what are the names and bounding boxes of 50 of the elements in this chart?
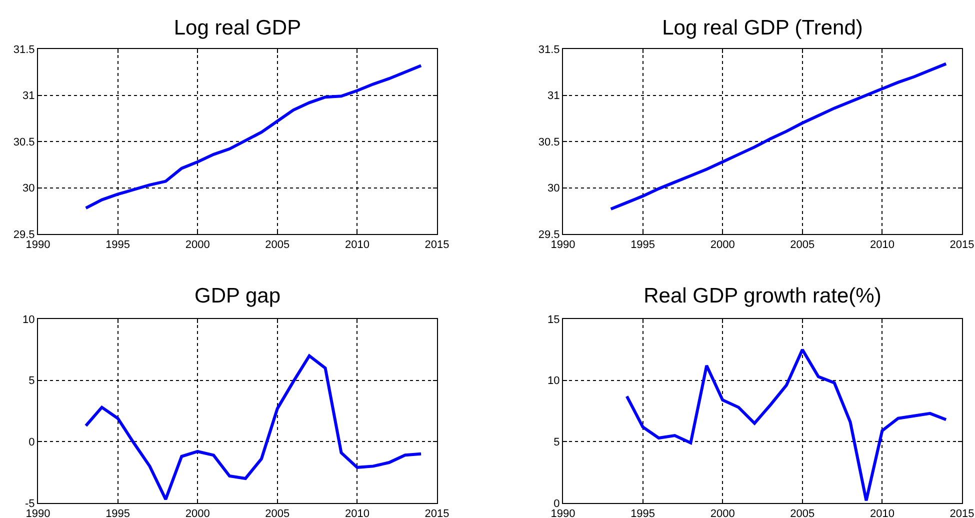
x-tick-label: 1995 [630, 508, 656, 518]
x-tick-label: 2015 [950, 239, 974, 252]
y-tick-label: 5 [28, 375, 35, 388]
line-series [625, 348, 948, 502]
y-tick-label: 30 [548, 182, 560, 195]
chart-title: GDP gap [194, 284, 280, 308]
x-tick-label: 1990 [550, 508, 576, 518]
chart-title: Real GDP growth rate(%) [644, 284, 882, 308]
x-tick-label: 2010 [870, 239, 894, 252]
x-tick-label: 2010 [344, 508, 370, 518]
line-series [609, 62, 948, 211]
y-tick-label: 10 [22, 314, 35, 326]
x-tick-label: 1990 [26, 508, 50, 518]
x-tick-label: 2005 [265, 508, 290, 518]
x-tick-label: 1990 [26, 239, 50, 252]
x-tick-label: 2010 [344, 239, 370, 252]
x-tick-label: 2015 [950, 508, 974, 518]
y-tick-label: 31 [548, 90, 560, 102]
y-tick-label: 5 [554, 436, 560, 449]
y-tick-label: 29.5 [13, 228, 35, 241]
y-tick-label: 30 [22, 182, 35, 195]
y-tick-label: 31 [22, 90, 35, 102]
x-tick-label: 1990 [550, 239, 576, 252]
x-tick-label: 2000 [185, 239, 210, 252]
y-tick-label: 31.5 [538, 44, 560, 56]
chart-title: Log real GDP [174, 16, 302, 40]
x-tick-label: 2010 [870, 508, 894, 518]
y-tick-label: 30.5 [13, 136, 35, 148]
x-tick-label: 2015 [424, 508, 450, 518]
x-tick-label: 2000 [710, 239, 735, 252]
x-tick-label: 1995 [106, 239, 130, 252]
y-tick-label: 15 [548, 314, 560, 326]
y-tick-label: 31.5 [13, 44, 35, 56]
x-tick-label: 2005 [790, 508, 815, 518]
y-tick-label: 0 [554, 498, 560, 510]
line-series [84, 64, 423, 210]
line-series [84, 354, 423, 501]
y-tick-label: 30.5 [538, 136, 560, 148]
y-tick-label: 29.5 [538, 228, 560, 241]
x-tick-label: 2015 [424, 239, 450, 252]
y-tick-label: 0 [28, 436, 35, 449]
x-tick-label: 2000 [185, 508, 210, 518]
x-tick-label: 2000 [710, 508, 735, 518]
x-tick-label: 1995 [630, 239, 656, 252]
x-tick-label: 2005 [790, 239, 815, 252]
y-tick-label: -5 [25, 498, 35, 510]
chart-title: Log real GDP (Trend) [662, 16, 863, 40]
x-tick-label: 2005 [265, 239, 290, 252]
y-tick-label: 10 [548, 375, 560, 388]
x-tick-label: 1995 [106, 508, 130, 518]
